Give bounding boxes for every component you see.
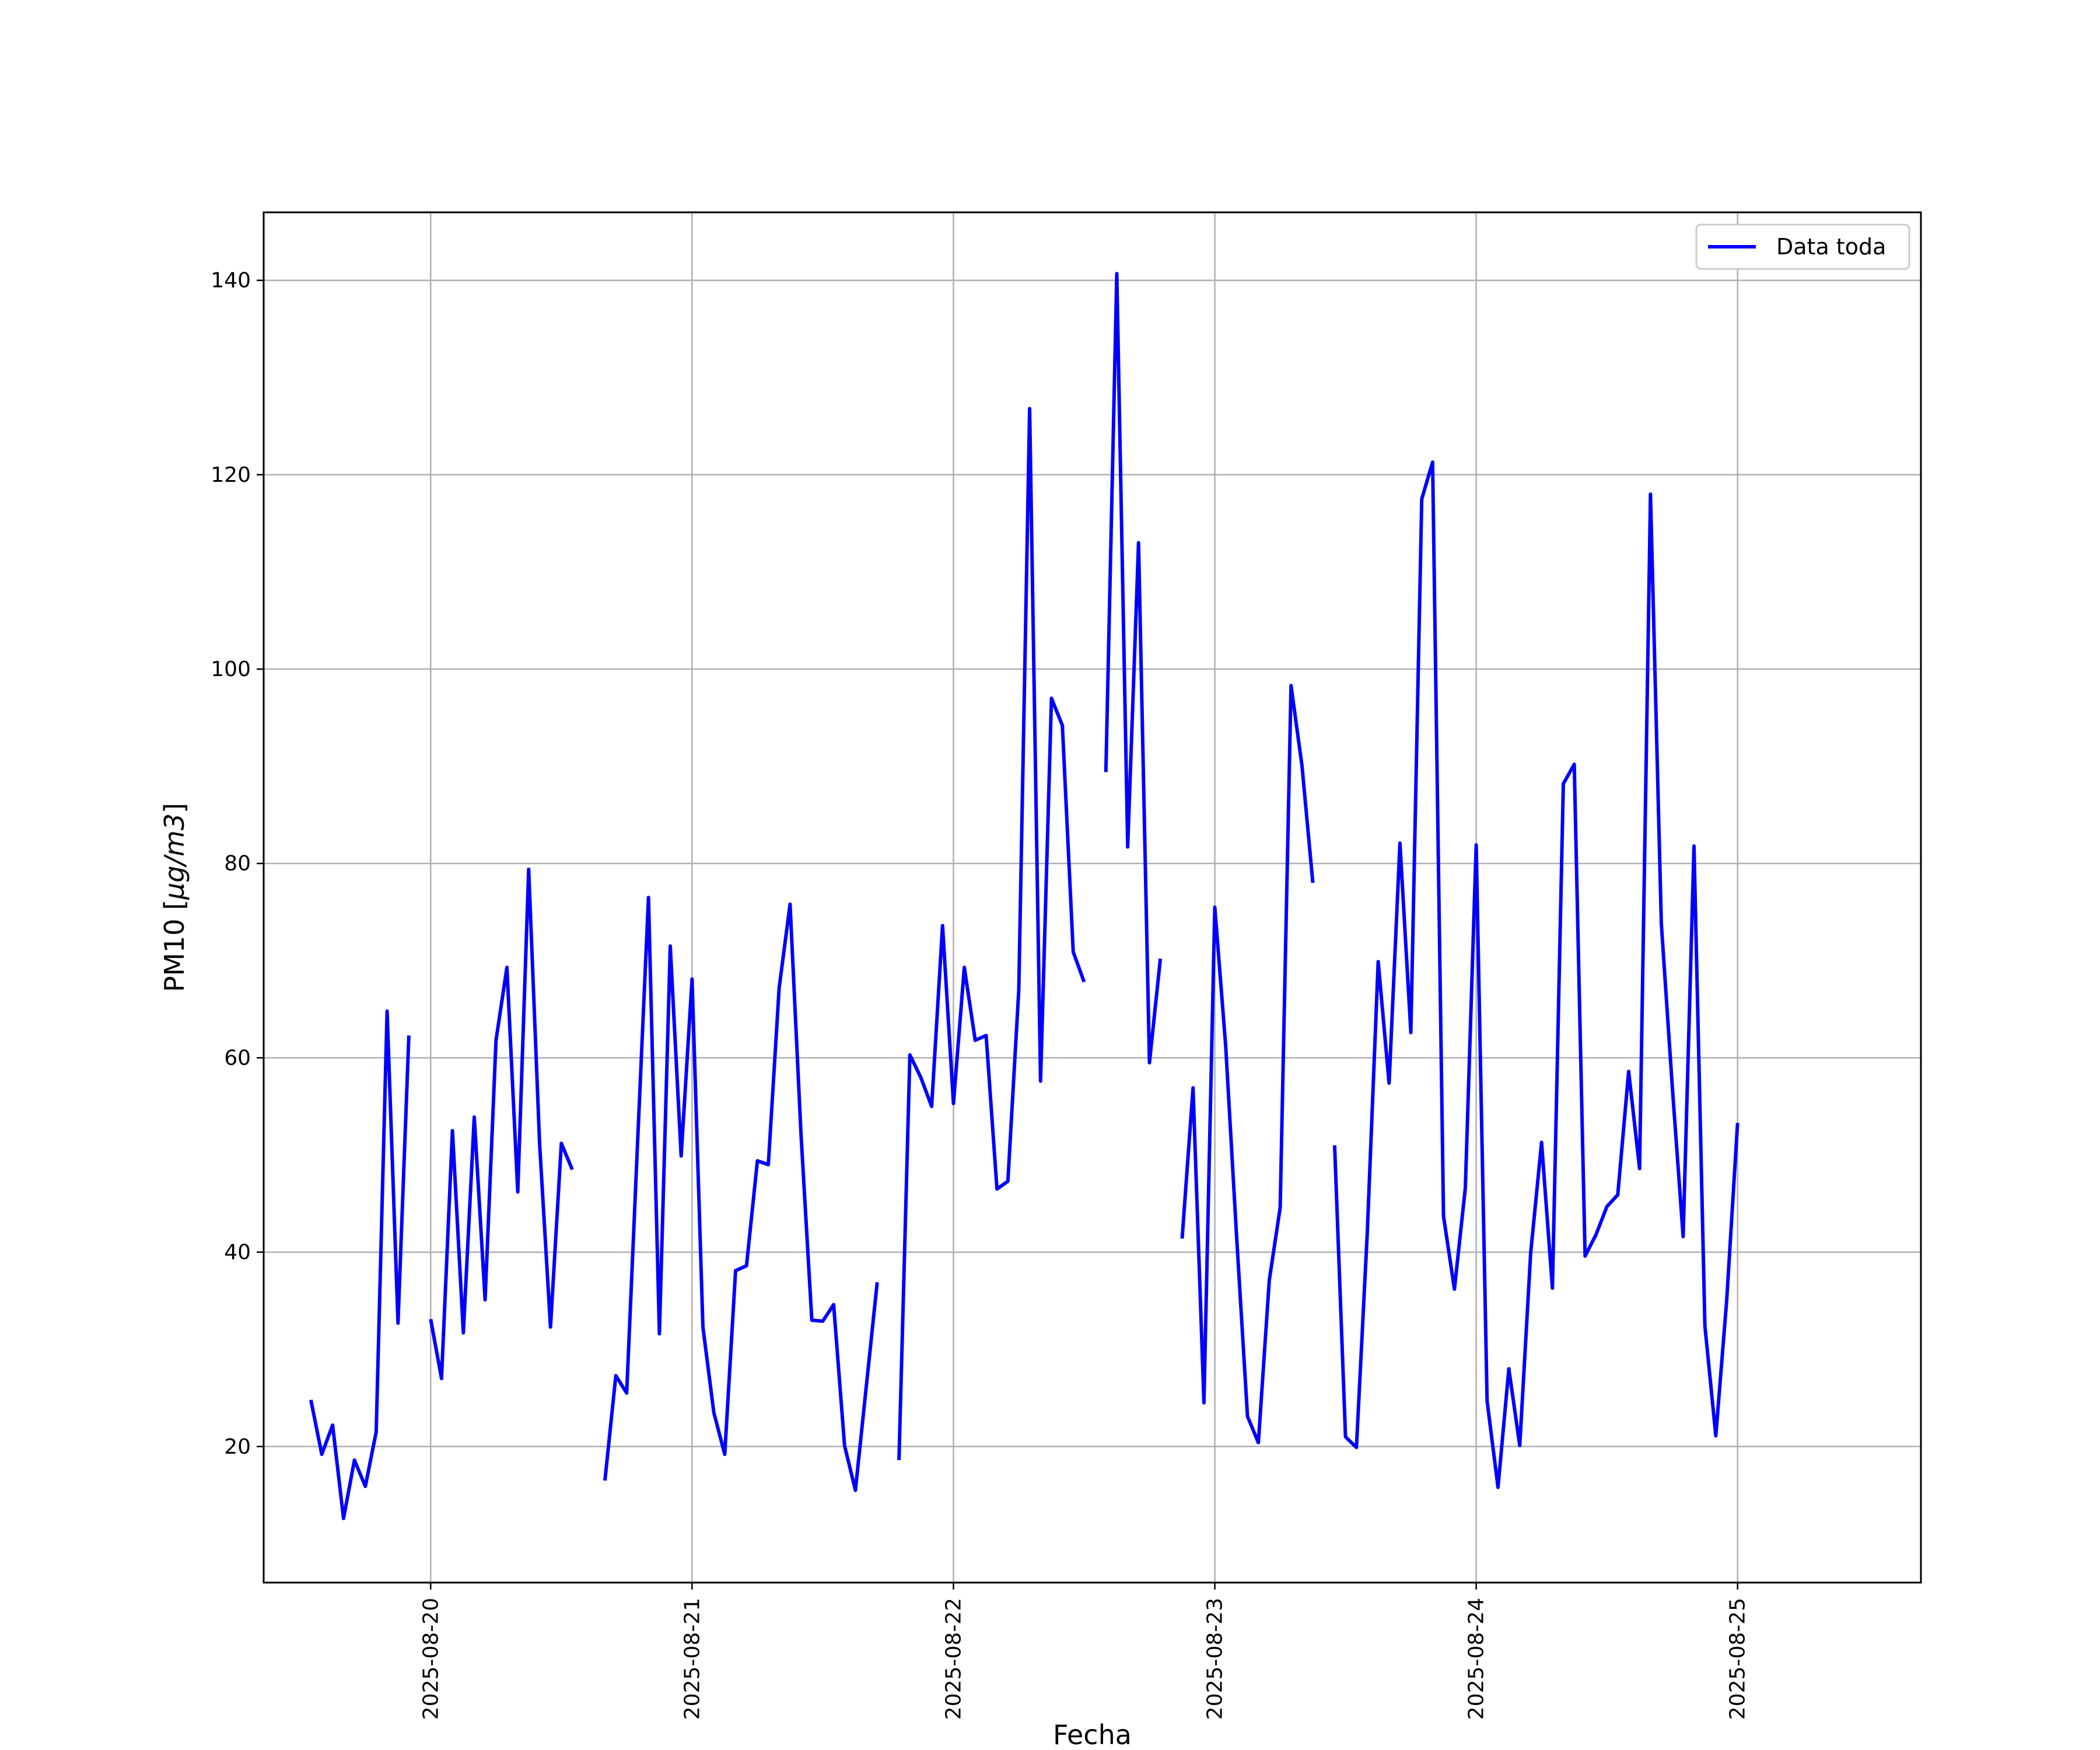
y-tick-label: 80 bbox=[224, 852, 251, 876]
series-layer bbox=[309, 272, 1740, 1520]
y-axis-label-unit: µg/m3 bbox=[159, 813, 190, 900]
series-line-segment bbox=[1332, 460, 1740, 1489]
y-axis-label-suffix: ] bbox=[159, 803, 190, 813]
x-axis: 2025-08-20 2025-08-21 2025-08-22 2025-08-23… bbox=[419, 1583, 1750, 1720]
legend-box bbox=[1695, 223, 1910, 270]
series-line-segment bbox=[1104, 272, 1163, 1065]
x-tick-label: 2025-08-23 bbox=[1203, 1598, 1227, 1720]
y-axis-label-prefix: PM10 [ bbox=[159, 900, 190, 992]
x-tick-label: 2025-08-21 bbox=[680, 1598, 704, 1720]
x-tick-label: 2025-08-25 bbox=[1726, 1598, 1750, 1720]
y-tick-label: 40 bbox=[224, 1241, 251, 1265]
x-tick-label: 2025-08-24 bbox=[1465, 1598, 1489, 1720]
y-tick-label: 100 bbox=[211, 657, 251, 681]
legend: Data toda bbox=[1695, 223, 1910, 270]
x-tick-label: 2025-08-22 bbox=[942, 1598, 965, 1720]
y-axis: 20 40 60 80 100 120 140 bbox=[211, 269, 264, 1459]
legend-label: Data toda bbox=[1776, 234, 1886, 260]
series-line-segment bbox=[897, 407, 1086, 1461]
y-tick-label: 120 bbox=[211, 463, 251, 487]
series-line-segment bbox=[603, 895, 879, 1492]
series-line-segment bbox=[309, 1009, 411, 1520]
x-tick-label: 2025-08-20 bbox=[419, 1598, 443, 1720]
y-axis-label: PM10 [µg/m3] bbox=[159, 803, 190, 992]
y-tick-label: 60 bbox=[224, 1046, 251, 1070]
plot-frame bbox=[262, 211, 1922, 1584]
x-axis-label: Fecha bbox=[1053, 1719, 1132, 1750]
y-tick-label: 20 bbox=[224, 1435, 251, 1459]
series-line-segment bbox=[1180, 684, 1315, 1445]
series-line-segment bbox=[429, 867, 574, 1381]
y-tick-label: 140 bbox=[211, 269, 251, 293]
